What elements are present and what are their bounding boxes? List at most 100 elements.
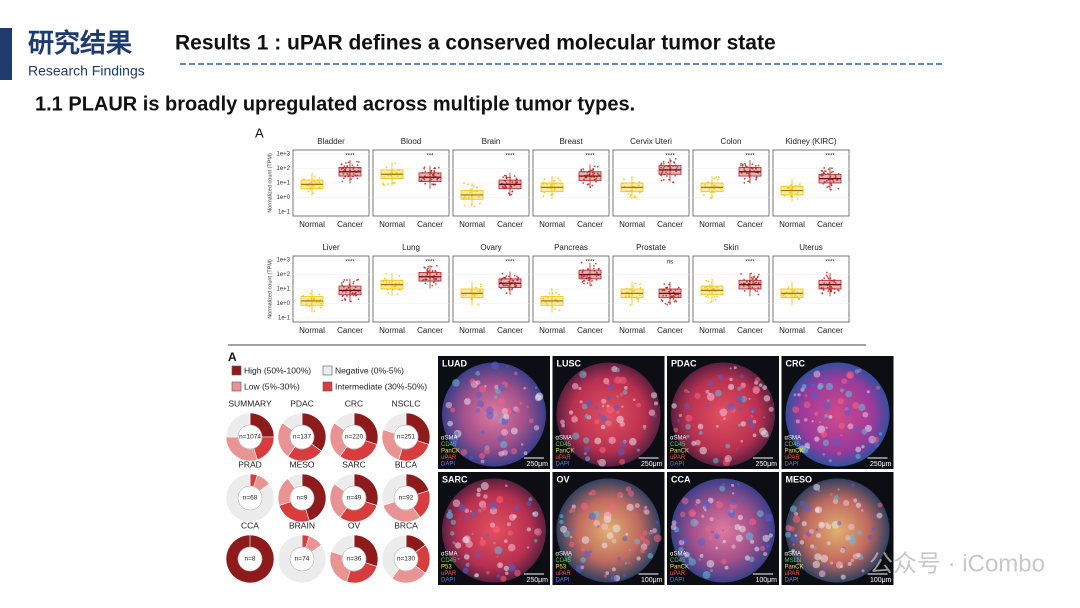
jitter-dot [596, 172, 599, 175]
tissue-cell [679, 511, 686, 518]
tissue-cell [841, 378, 848, 385]
jitter-dot [308, 305, 311, 308]
tissue-cell [561, 423, 565, 428]
tissue-cell [730, 499, 737, 506]
tissue-cell [596, 459, 601, 464]
tissue-cell [677, 419, 681, 423]
tissue-cell [493, 525, 501, 533]
tissue-cell [860, 509, 864, 512]
jitter-dot [822, 287, 825, 290]
jitter-dot [507, 192, 510, 195]
jitter-dot [596, 165, 599, 168]
jitter-dot [834, 281, 837, 284]
tissue-cell [857, 530, 862, 535]
tissue-cell [878, 432, 883, 436]
tissue-cell [594, 405, 599, 411]
jitter-dot [313, 185, 315, 188]
tissue-cell [801, 521, 807, 527]
jitter-dot [789, 191, 792, 194]
tissue-cell [496, 556, 499, 559]
jitter-dot [660, 299, 663, 301]
tissue-cell [655, 520, 659, 524]
tissue-cell [812, 560, 820, 569]
cohort-n: n=130 [397, 556, 416, 563]
stain-label: PanCK [670, 565, 689, 571]
tissue-cell [500, 440, 508, 449]
significance: **** [585, 154, 595, 160]
jitter-dot [385, 281, 388, 284]
tissue-cell [839, 565, 843, 569]
tissue-cell [800, 387, 805, 392]
tissue-cell [715, 546, 719, 550]
tissue-cell [715, 501, 723, 509]
jitter-dot [475, 186, 478, 189]
jitter-dot [820, 169, 823, 172]
tissue-cell [568, 410, 574, 415]
jitter-dot [383, 277, 386, 280]
tissue-cell [861, 445, 865, 449]
jitter-dot [341, 284, 343, 286]
tissue-cell [515, 408, 521, 414]
tissue-cell [749, 422, 755, 429]
tissue-cell [761, 430, 769, 438]
tissue-cell [644, 509, 650, 515]
tissue-cell [622, 573, 627, 578]
jitter-dot [716, 295, 718, 298]
jitter-dot [553, 183, 555, 186]
jitter-dot [595, 177, 597, 180]
scale-label: 100μm [870, 577, 892, 584]
tissue-cell [690, 518, 699, 527]
donut-hole [393, 485, 419, 511]
jitter-dot [344, 298, 347, 301]
tissue-cell [446, 511, 454, 520]
tissue-cell [873, 442, 880, 448]
tissue-cell [817, 384, 823, 390]
tissue-cell [569, 535, 573, 539]
tissue-cell [724, 565, 729, 570]
jitter-dot [708, 290, 711, 293]
tissue-cell [611, 538, 617, 544]
jitter-dot [357, 298, 360, 301]
jitter-dot [436, 177, 439, 180]
tissue-cell [619, 458, 626, 465]
stain-label: uPAR [785, 571, 801, 577]
tissue-cell [588, 512, 596, 521]
jitter-dot [553, 189, 556, 191]
tissue-cell [749, 539, 755, 544]
tissue-cell [476, 492, 481, 497]
tile-name: MESO [786, 474, 813, 484]
tissue-cell [825, 382, 834, 391]
tissue-cell [745, 532, 754, 541]
panel-label: A [255, 125, 264, 140]
tissue-title: Kidney (KIRC) [785, 137, 836, 146]
jitter-dot [387, 183, 389, 185]
tissue-cell [513, 371, 518, 376]
jitter-dot [825, 180, 828, 182]
tissue-cell [594, 437, 602, 445]
jitter-dot [794, 294, 797, 296]
tissue-cell [486, 570, 490, 575]
group-label: Cancer [577, 326, 603, 335]
tissue-cell [535, 392, 544, 401]
jitter-dot [713, 177, 716, 180]
tissue-cell [714, 533, 720, 539]
jitter-dot [633, 196, 636, 199]
tissue-cell [737, 386, 742, 391]
jitter-dot [352, 292, 354, 294]
tissue-cell [506, 522, 511, 527]
jitter-dot [799, 294, 802, 297]
tissue-cell [811, 420, 814, 423]
tissue-cell [606, 532, 614, 540]
jitter-dot [716, 178, 719, 181]
jitter-dot [677, 286, 680, 289]
tissue-cell [858, 403, 866, 412]
tissue-cell [585, 456, 591, 462]
jitter-dot [830, 171, 833, 174]
tissue-cell [799, 500, 806, 507]
tissue-cell [648, 532, 651, 535]
tissue-cell [583, 437, 590, 444]
tissue-cell [795, 419, 800, 424]
tissue-cell [862, 411, 869, 418]
tissue-cell [476, 487, 482, 493]
tissue-cell [851, 483, 855, 487]
